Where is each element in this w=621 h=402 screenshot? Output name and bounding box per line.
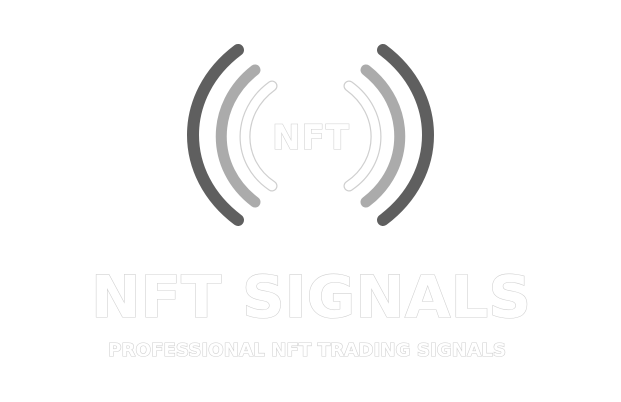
left-middle-wave bbox=[215, 64, 261, 208]
tagline: PROFESSIONAL NFT TRADING SIGNALS bbox=[108, 340, 506, 361]
right-middle-wave bbox=[360, 64, 406, 208]
badge-text: NFT bbox=[272, 118, 350, 158]
right-inner-wave bbox=[343, 80, 382, 192]
left-inner-wave bbox=[239, 80, 278, 192]
brand-name: NFT SIGNALS bbox=[91, 263, 531, 331]
left-outer-wave bbox=[187, 44, 244, 226]
right-outer-wave bbox=[377, 44, 434, 226]
